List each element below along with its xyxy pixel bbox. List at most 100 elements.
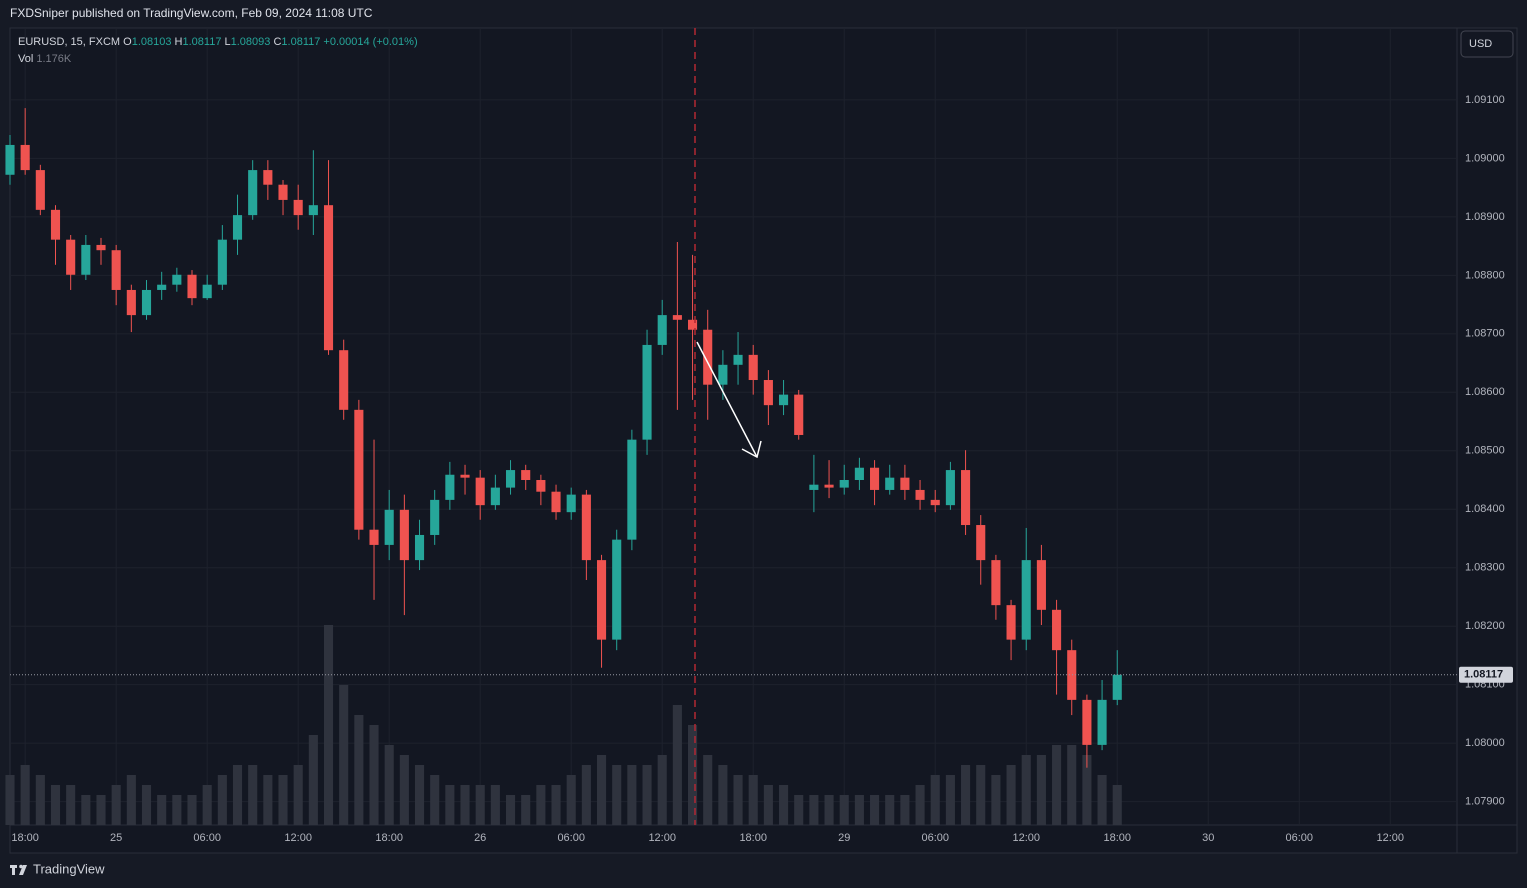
volume-bar (263, 775, 273, 825)
candle-body (217, 239, 227, 285)
candle-body (248, 170, 258, 216)
footer-logo (10, 864, 27, 875)
candle-body (900, 477, 910, 490)
y-tick-label: 1.08900 (1465, 211, 1505, 223)
candle-body (157, 284, 167, 290)
x-tick-label: 18:00 (1103, 832, 1131, 844)
candle-body (566, 494, 576, 513)
candle-body (20, 144, 30, 171)
high-label: H (175, 36, 183, 48)
volume-bar (202, 785, 212, 825)
candle-body (976, 525, 986, 561)
volume-bar (900, 795, 910, 825)
volume-label: Vol (18, 53, 33, 65)
volume-bar (308, 735, 318, 825)
candle-body (536, 480, 546, 492)
volume-bar (399, 755, 409, 825)
arrow-head (741, 440, 762, 459)
currency-button[interactable] (1460, 30, 1514, 58)
candle-body (172, 274, 182, 285)
volume-bar (915, 785, 925, 825)
candle-body (263, 170, 273, 185)
candle-body (854, 467, 864, 481)
volume-bar (354, 715, 364, 825)
volume-bar (551, 785, 561, 825)
volume-bar (1112, 785, 1122, 825)
candle-body (187, 274, 197, 299)
candle-body (232, 215, 243, 240)
candle-body (202, 284, 212, 299)
x-tick-label: 18:00 (11, 832, 39, 844)
volume-bar (1052, 745, 1062, 825)
candle-body (672, 315, 682, 320)
legend-volume: Vol 1.176K (18, 53, 72, 65)
volume-bar (490, 785, 500, 825)
candle-body (581, 494, 591, 561)
candle-body (521, 470, 531, 481)
volume-bar (703, 755, 713, 825)
candle-body (323, 205, 334, 351)
currency-label[interactable]: USD (1469, 38, 1492, 50)
candle-body (278, 184, 288, 200)
x-tick-label: 06:00 (921, 832, 949, 844)
volume-bar (445, 785, 455, 825)
symbol: EURUSD, 15, FXCM (18, 36, 120, 48)
close-label: C (273, 36, 281, 48)
volume-bar (278, 775, 288, 825)
candle-body (657, 315, 667, 345)
volume-bar (733, 775, 743, 825)
candle-body (1036, 560, 1046, 610)
y-tick-label: 1.08400 (1465, 503, 1505, 515)
volume-bar (126, 775, 136, 825)
x-tick-label: 12:00 (648, 832, 676, 844)
volume-bar (718, 765, 728, 825)
volume-bar (96, 795, 106, 825)
candle-body (414, 534, 425, 561)
volume-bar (627, 765, 637, 825)
candle-body (96, 244, 106, 251)
candle-body (687, 319, 698, 330)
open-value: 1.08103 (132, 36, 172, 48)
x-tick-label: 26 (474, 832, 486, 844)
volume-bar (369, 725, 379, 825)
x-tick-label: 25 (110, 832, 122, 844)
candle-body (141, 289, 152, 316)
candle-body (718, 364, 728, 385)
volume-bar (566, 775, 576, 825)
y-tick-label: 1.09100 (1465, 94, 1505, 106)
candle-body (1067, 650, 1077, 700)
y-tick-label: 1.07900 (1465, 796, 1505, 808)
candle-body (399, 509, 409, 561)
volume-bar (50, 785, 61, 825)
last-price-box (1459, 666, 1513, 683)
volume-bar (839, 795, 849, 825)
x-tick-label: 30 (1202, 832, 1214, 844)
volume-bar (232, 765, 243, 825)
candle-body (126, 289, 136, 316)
volume-bar (642, 765, 652, 825)
volume-bar (1097, 775, 1107, 825)
volume-bar (66, 785, 76, 825)
candle-body (1112, 674, 1122, 700)
volume-bar (111, 785, 121, 825)
volume-bar (596, 755, 607, 825)
candle-body (612, 539, 622, 640)
candle-body (551, 491, 561, 513)
candle-body (81, 244, 91, 275)
candle-body (627, 439, 637, 540)
volume-bar (5, 775, 15, 825)
candle-body (642, 344, 652, 440)
volume-bar (961, 765, 971, 825)
x-tick-label: 12:00 (1012, 832, 1040, 844)
volume-bar (248, 765, 258, 825)
volume-bar (460, 785, 470, 825)
candle-body (505, 470, 516, 488)
candle-body (794, 394, 804, 435)
last-price-label: 1.08117 (1464, 669, 1503, 681)
high-value: 1.08117 (182, 36, 221, 48)
volume-bar (1021, 755, 1031, 825)
x-tick-label: 18:00 (739, 832, 767, 844)
candle-body (733, 354, 743, 365)
candle-body (1006, 605, 1016, 640)
